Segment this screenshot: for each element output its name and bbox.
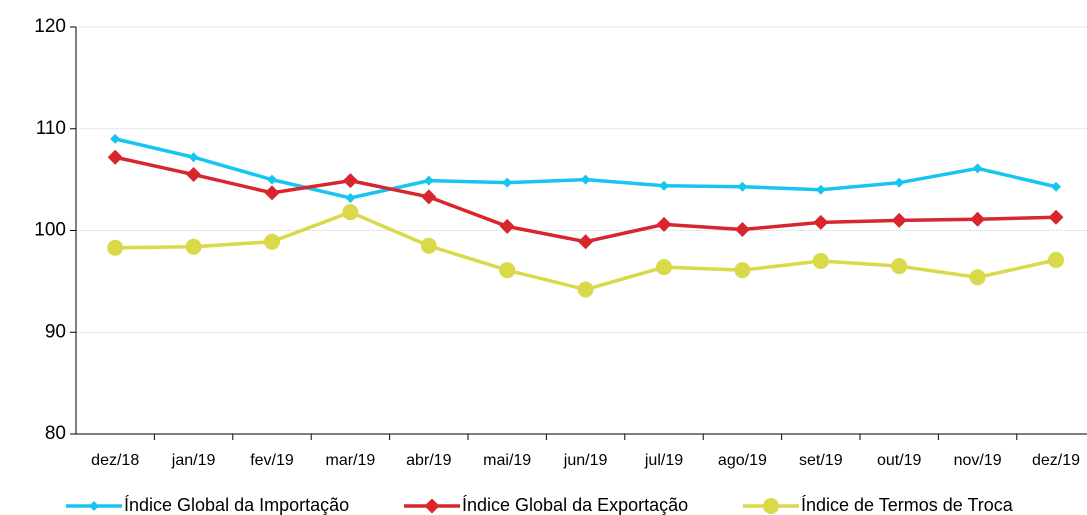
marker <box>342 204 359 221</box>
x-tick-label: jan/19 <box>171 452 216 469</box>
marker <box>734 262 751 279</box>
marker <box>577 281 594 298</box>
x-tick-label: ago/19 <box>718 452 767 469</box>
marker <box>813 214 829 230</box>
marker <box>342 173 358 189</box>
marker <box>659 180 669 191</box>
y-tick-label: 110 <box>36 118 66 139</box>
marker <box>264 185 280 201</box>
legend-item: Índice Global da Importação <box>66 495 349 515</box>
x-tick-label: dez/18 <box>91 452 139 469</box>
marker <box>107 239 124 256</box>
marker <box>972 163 983 174</box>
marker <box>969 269 986 286</box>
marker <box>424 498 440 514</box>
marker <box>89 501 99 511</box>
y-tick-label: 80 <box>45 423 66 444</box>
marker <box>763 498 779 514</box>
legend-label: Índice Global da Exportação <box>462 495 688 515</box>
legend-label: Índice Global da Importação <box>124 495 349 515</box>
legend-item: Índice Global da Exportação <box>404 495 688 515</box>
marker <box>499 262 516 279</box>
y-tick-label: 120 <box>34 16 66 37</box>
marker <box>502 177 513 188</box>
marker <box>264 233 280 250</box>
marker <box>267 174 277 185</box>
marker <box>421 189 437 205</box>
legend-label: Índice de Termos de Troca <box>801 495 1014 515</box>
marker <box>186 167 202 183</box>
marker <box>812 253 829 270</box>
marker <box>185 238 202 255</box>
marker <box>894 177 905 188</box>
marker <box>420 237 437 254</box>
y-tick-label: 90 <box>45 321 66 342</box>
marker <box>110 133 121 144</box>
marker <box>578 234 594 250</box>
marker <box>1048 252 1064 269</box>
x-tick-label: fev/19 <box>250 452 294 469</box>
marker <box>1051 181 1061 192</box>
marker <box>423 175 434 186</box>
marker <box>499 218 515 234</box>
x-tick-label: mar/19 <box>326 452 376 469</box>
marker <box>891 258 908 275</box>
marker <box>656 216 672 232</box>
x-tick-label: set/19 <box>799 452 843 469</box>
marker <box>345 192 356 203</box>
series-line <box>114 155 1057 244</box>
x-tick-label: dez/19 <box>1032 452 1080 469</box>
marker <box>1048 209 1064 225</box>
marker <box>188 152 199 163</box>
x-tick-label: mai/19 <box>483 452 531 469</box>
x-tick-label: nov/19 <box>954 452 1002 469</box>
x-tick-label: abr/19 <box>406 452 451 469</box>
marker <box>107 149 123 165</box>
marker <box>737 181 748 192</box>
marker <box>970 211 986 227</box>
marker <box>815 184 826 195</box>
marker <box>580 174 591 185</box>
marker <box>891 212 907 228</box>
series-line <box>115 210 1057 292</box>
marker <box>656 259 672 276</box>
y-tick-label: 100 <box>34 220 66 241</box>
legend-item: Índice de Termos de Troca <box>743 495 1014 515</box>
marker <box>734 221 750 237</box>
x-tick-label: jun/19 <box>563 452 608 469</box>
x-tick-label: out/19 <box>877 452 922 469</box>
x-tick-label: jul/19 <box>644 452 683 469</box>
